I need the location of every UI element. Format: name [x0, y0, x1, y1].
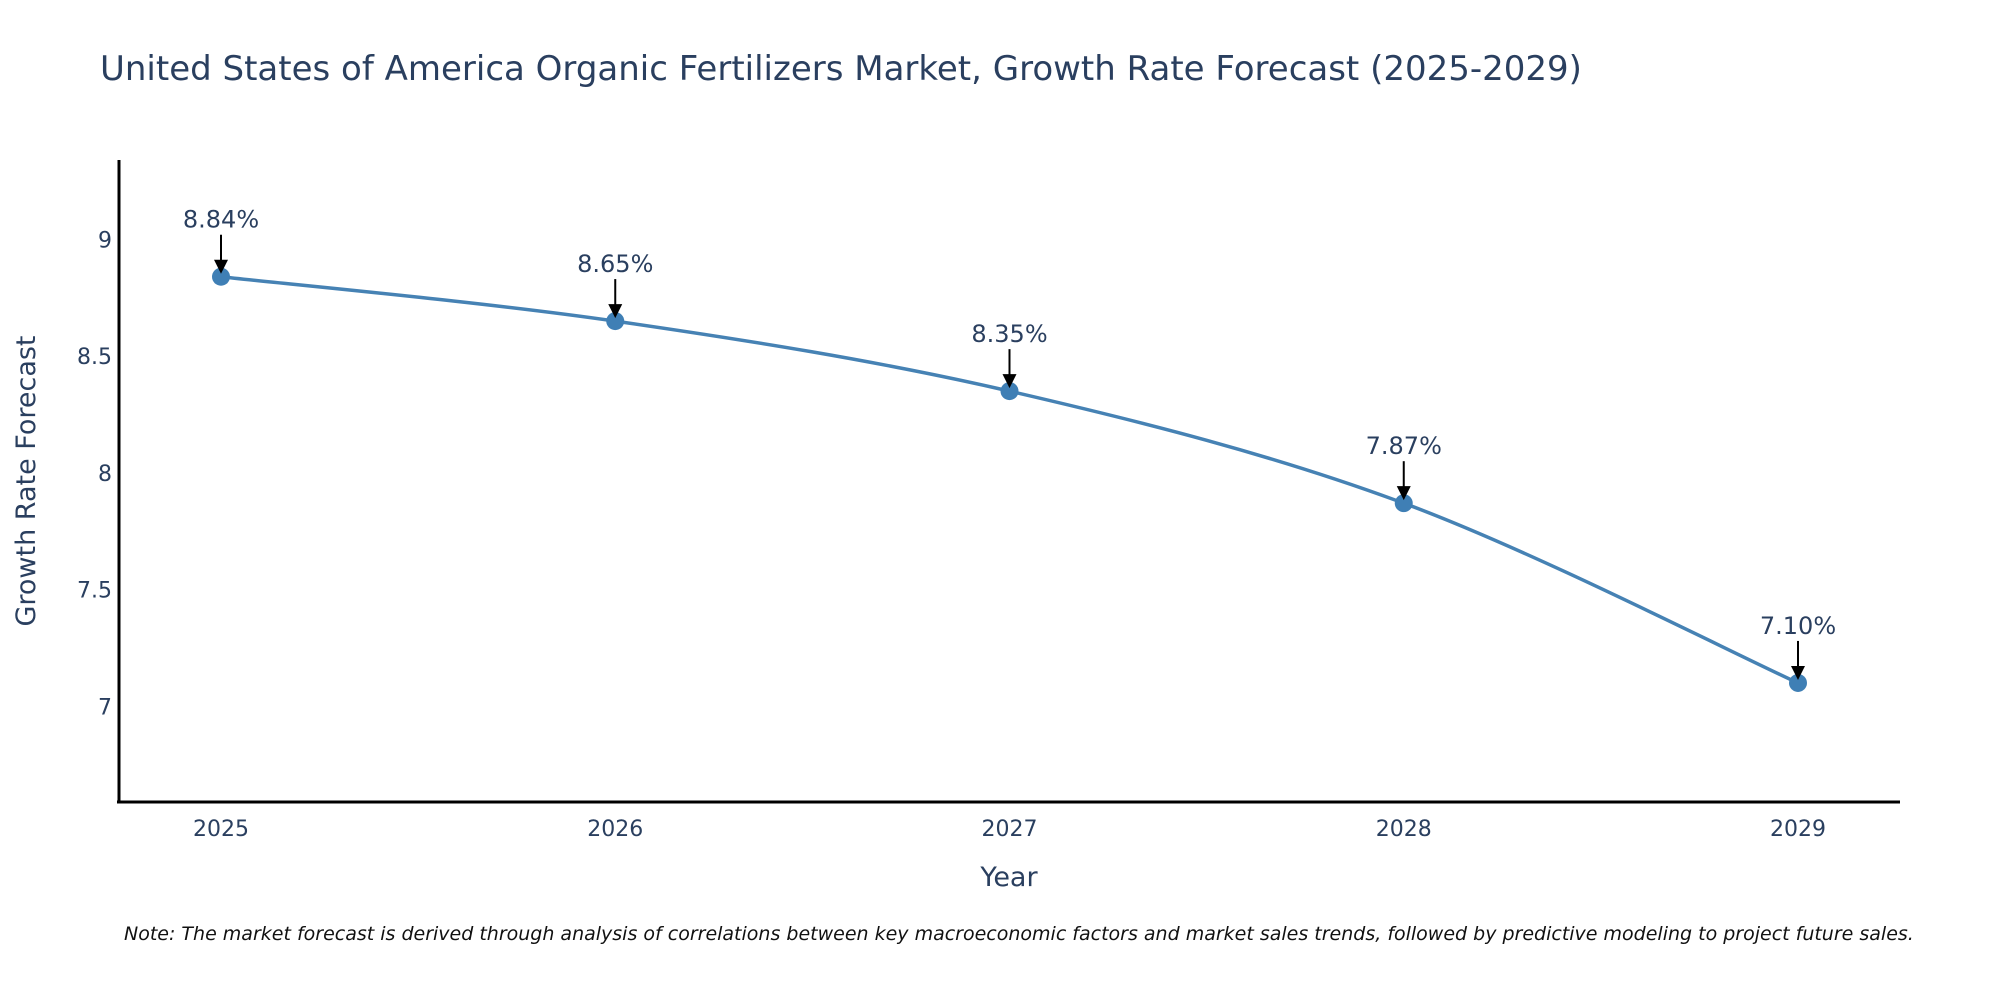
- x-axis-ticks: 2025 2026 2027 2028 2029: [193, 817, 1826, 842]
- x-tick-label: 2028: [1376, 817, 1432, 842]
- x-tick-label: 2025: [193, 817, 249, 842]
- data-label: 8.65%: [577, 250, 653, 278]
- y-tick-label: 8: [98, 462, 112, 487]
- data-point: [1789, 673, 1807, 692]
- annotation-arrow-head: [214, 259, 228, 274]
- annotation-arrow-head: [1791, 665, 1805, 680]
- data-label: 7.87%: [1366, 432, 1442, 460]
- data-point: [1394, 494, 1413, 513]
- y-tick-label: 9: [98, 228, 112, 253]
- data-points: [212, 267, 1807, 692]
- annotation-arrow-head: [1002, 374, 1017, 389]
- annotation-arrow-head: [1396, 486, 1411, 501]
- footnote: Note: The market forecast is derived thr…: [124, 923, 1914, 945]
- data-point: [212, 267, 230, 286]
- chart-title: United States of America Organic Fertili…: [100, 49, 1582, 89]
- data-point: [606, 312, 625, 331]
- y-axis-ticks: 7 7.5 8 8.5 9: [77, 228, 112, 720]
- y-tick-label: 7: [98, 695, 112, 720]
- annotation-arrow-head: [608, 304, 623, 319]
- y-tick-label: 8.5: [77, 345, 112, 370]
- x-axis-title: Year: [979, 862, 1038, 893]
- data-label: 7.10%: [1760, 612, 1836, 640]
- data-label: 8.35%: [971, 320, 1047, 348]
- y-tick-label: 7.5: [77, 579, 112, 604]
- y-axis-title: Growth Rate Forecast: [11, 335, 42, 626]
- data-point: [1000, 382, 1019, 401]
- data-annotations: 8.84% 8.65% 8.35% 7.87% 7.10%: [183, 206, 1836, 680]
- x-tick-label: 2027: [982, 817, 1038, 842]
- data-label: 8.84%: [183, 206, 259, 234]
- x-tick-label: 2026: [587, 817, 643, 842]
- x-tick-label: 2029: [1770, 817, 1826, 842]
